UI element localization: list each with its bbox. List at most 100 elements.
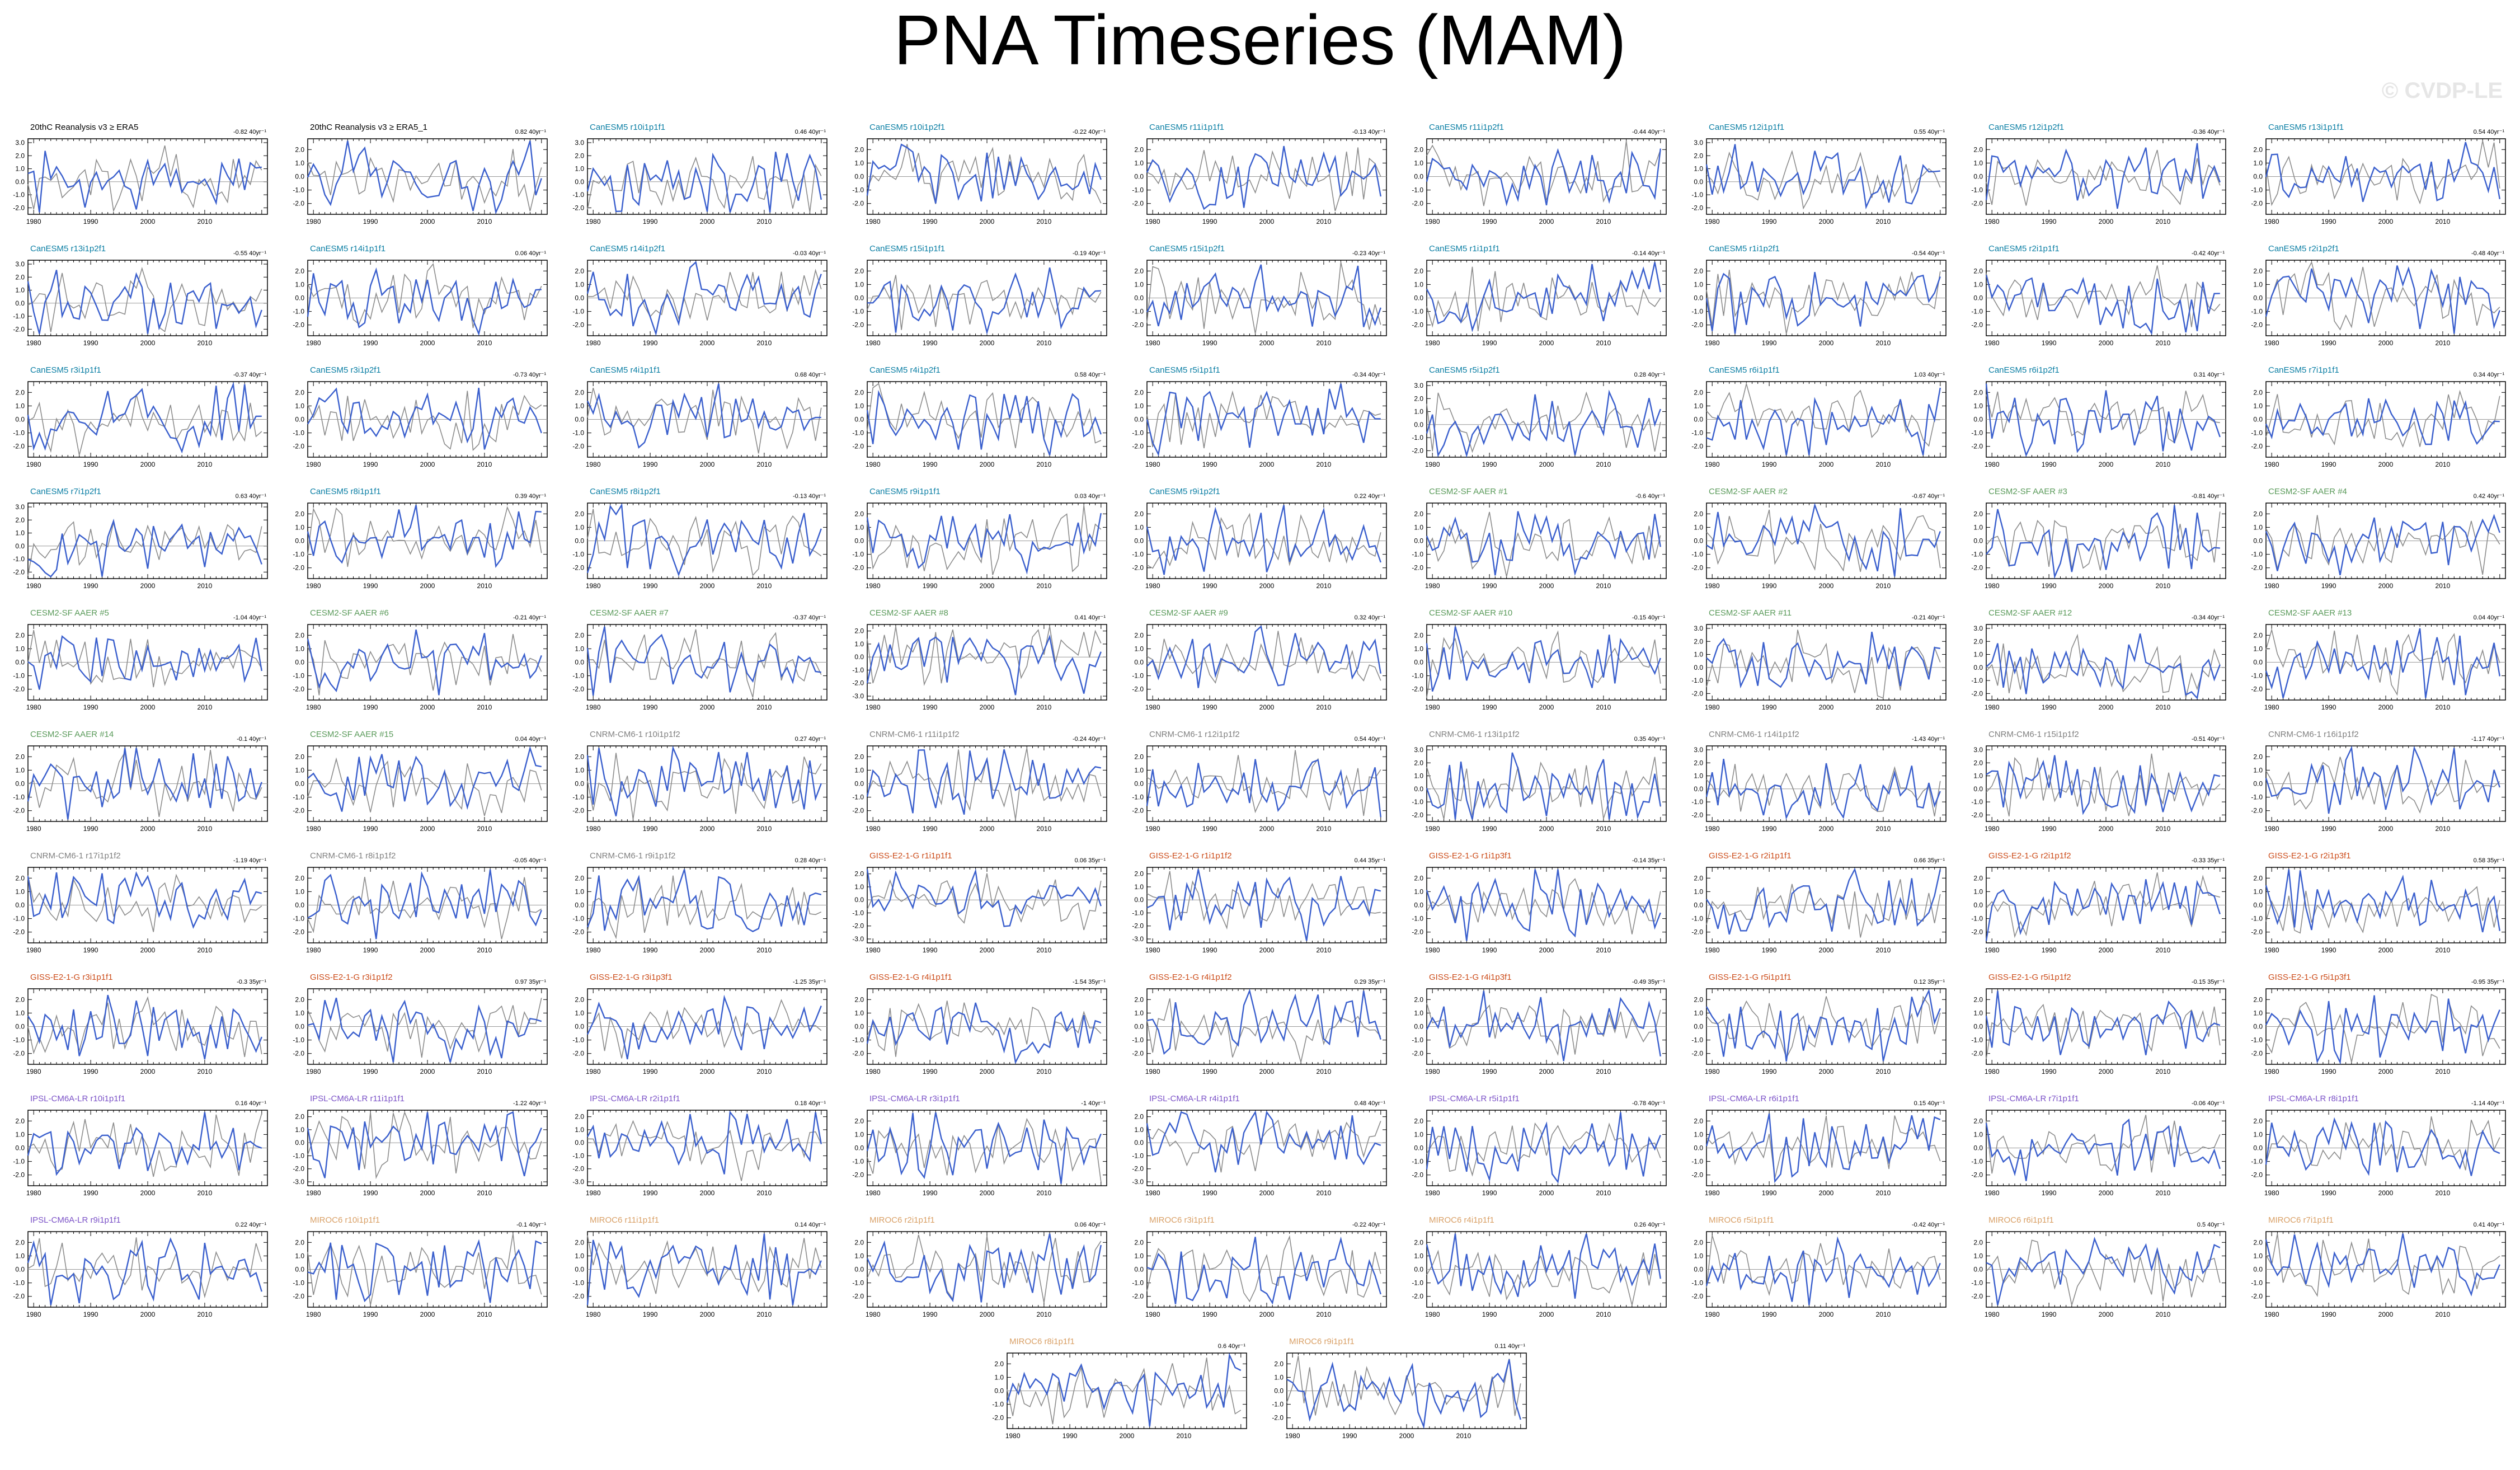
- series-line-observed: [1146, 147, 1381, 212]
- y-tick-label: -1.0: [852, 186, 864, 194]
- y-tick-label: -1.0: [1132, 186, 1144, 194]
- timeseries-panel: CanESM5 r15i1p1f1 -0.19 40yr⁻¹ 2.0 1.0 0.0 -1…: [852, 244, 1107, 347]
- timeseries-panel: CESM2-SF AAER #8 0.41 40yr⁻¹ 2.0 1.0 0.0 -1.0…: [852, 608, 1107, 711]
- y-tick-label: -1.0: [13, 429, 25, 437]
- y-tick-label: 2.0: [1134, 510, 1144, 518]
- y-tick-label: 0.0: [575, 659, 584, 666]
- x-tick-label: 2000: [1819, 703, 1834, 711]
- y-tick-label: -2.0: [293, 685, 304, 693]
- y-tick-label: 1.0: [295, 523, 304, 531]
- y-tick-label: 2.0: [854, 145, 864, 153]
- panel-title: CESM2-SF AAER #2: [1709, 487, 1788, 496]
- series-line-member: [866, 513, 1102, 575]
- x-tick-label: 2010: [1876, 218, 1891, 226]
- series-line-observed: [1146, 262, 1381, 334]
- x-tick-label: 1990: [2321, 582, 2336, 590]
- y-tick-label: -1.0: [1691, 551, 1703, 558]
- panel-title: CanESM5 r11i1p2f1: [1429, 123, 1504, 132]
- x-tick-label: 1980: [306, 703, 321, 711]
- y-tick-label: 2.0: [1414, 267, 1423, 275]
- x-tick-label: 1990: [83, 582, 98, 590]
- y-tick-label: -1.0: [2251, 186, 2263, 194]
- y-tick-label: -2.0: [13, 807, 25, 815]
- series-line-observed: [307, 262, 542, 328]
- y-tick-label: 1.0: [1134, 523, 1144, 531]
- series-line-observed: [1426, 511, 1661, 577]
- panel-title: CanESM5 r2i1p1f1: [1988, 244, 2060, 253]
- x-tick-label: 1990: [1202, 218, 1217, 226]
- x-tick-label: 1990: [2042, 703, 2057, 711]
- y-tick-label: -1.0: [572, 191, 584, 199]
- x-tick-label: 1990: [1482, 339, 1497, 347]
- x-tick-label: 1980: [586, 218, 601, 226]
- y-tick-label: -2.0: [1132, 200, 1144, 208]
- x-tick-label: 2010: [198, 703, 213, 711]
- series-line-observed: [1426, 140, 1661, 206]
- x-tick-label: 2010: [1596, 461, 1611, 468]
- series-line-member: [866, 389, 1102, 455]
- panel-trend: -0.54 40yr⁻¹: [1912, 250, 1945, 257]
- y-tick-label: 0.0: [2253, 416, 2263, 424]
- series-line-member: [1146, 145, 1381, 210]
- y-tick-label: -1.0: [1971, 551, 1983, 558]
- series-line-observed: [1426, 630, 1661, 698]
- x-tick-label: 1990: [643, 339, 658, 347]
- y-tick-label: 2.0: [15, 152, 25, 159]
- y-tick-label: -2.0: [1971, 321, 1983, 329]
- y-tick-label: -1.0: [1412, 308, 1423, 316]
- x-tick-label: 1980: [306, 461, 321, 468]
- x-tick-label: 2010: [2156, 582, 2171, 590]
- x-tick-label: 2000: [1539, 703, 1554, 711]
- series-line-member: [1985, 143, 2221, 209]
- y-tick-label: 0.0: [295, 173, 304, 181]
- x-tick-label: 2000: [2378, 461, 2394, 468]
- y-tick-label: -1.0: [2251, 308, 2263, 316]
- y-tick-label: -1.0: [293, 672, 304, 680]
- panel-title: CESM2-SF AAER #4: [2268, 487, 2347, 496]
- panel-trend: -0.42 40yr⁻¹: [2192, 250, 2225, 257]
- y-tick-label: 2.0: [1134, 267, 1144, 275]
- y-tick-label: -2.0: [572, 204, 584, 212]
- panel-title: CanESM5 r15i1p1f1: [869, 244, 945, 253]
- x-tick-label: 2000: [980, 582, 995, 590]
- panel-trend: 0.68 40yr⁻¹: [795, 372, 826, 378]
- series-line-member: [27, 635, 262, 690]
- y-tick-label: 1.0: [295, 280, 304, 288]
- x-tick-label: 1990: [83, 339, 98, 347]
- x-tick-label: 1990: [1762, 582, 1777, 590]
- y-tick-label: 0.0: [854, 537, 864, 545]
- panel-title: CanESM5 r12i1p1f1: [1709, 123, 1784, 132]
- timeseries-panel: CanESM5 r10i1p1f1 0.46 40yr⁻¹ 3.0 2.0 1.0 0.0…: [572, 123, 828, 226]
- y-tick-label: -2.0: [572, 685, 584, 693]
- y-tick-label: -2.0: [1691, 204, 1703, 212]
- y-tick-label: -1.0: [1971, 677, 1983, 684]
- timeseries-panel: CESM2-SF AAER #1 -0.6 40yr⁻¹ 2.0 1.0 0.0 -1.0…: [1412, 487, 1667, 590]
- panel-trend: 0.28 40yr⁻¹: [1634, 372, 1666, 378]
- x-tick-label: 1990: [1482, 218, 1497, 226]
- y-tick-label: -2.0: [1971, 443, 1983, 450]
- panel-title: CanESM5 r8i1p1f1: [310, 487, 381, 496]
- panel-trend: -0.82 40yr⁻¹: [233, 129, 266, 135]
- y-tick-label: 1.0: [1134, 402, 1144, 410]
- series-line-observed: [307, 506, 542, 567]
- panel-trend: -0.37 40yr⁻¹: [793, 614, 826, 621]
- y-tick-label: 0.0: [15, 299, 25, 307]
- series-line-observed: [2265, 389, 2500, 448]
- series-line-observed: [2265, 515, 2500, 575]
- x-tick-label: 2000: [1819, 218, 1834, 226]
- y-tick-label: -2.0: [1132, 564, 1144, 572]
- y-tick-label: 1.0: [1694, 280, 1703, 288]
- y-tick-label: 2.0: [575, 267, 584, 275]
- x-tick-label: 2010: [2436, 582, 2451, 590]
- series-line-member: [2265, 514, 2500, 576]
- y-tick-label: 2.0: [1134, 388, 1144, 396]
- y-tick-label: 2.0: [15, 516, 25, 524]
- series-line-member: [586, 152, 822, 213]
- series-line-member: [307, 505, 542, 569]
- y-tick-label: -2.0: [2251, 200, 2263, 208]
- x-tick-label: 1980: [1985, 582, 2000, 590]
- y-tick-label: 2.0: [15, 631, 25, 639]
- x-tick-label: 2010: [1876, 461, 1891, 468]
- series-line-observed: [1986, 265, 2221, 327]
- x-tick-label: 1980: [2264, 703, 2279, 711]
